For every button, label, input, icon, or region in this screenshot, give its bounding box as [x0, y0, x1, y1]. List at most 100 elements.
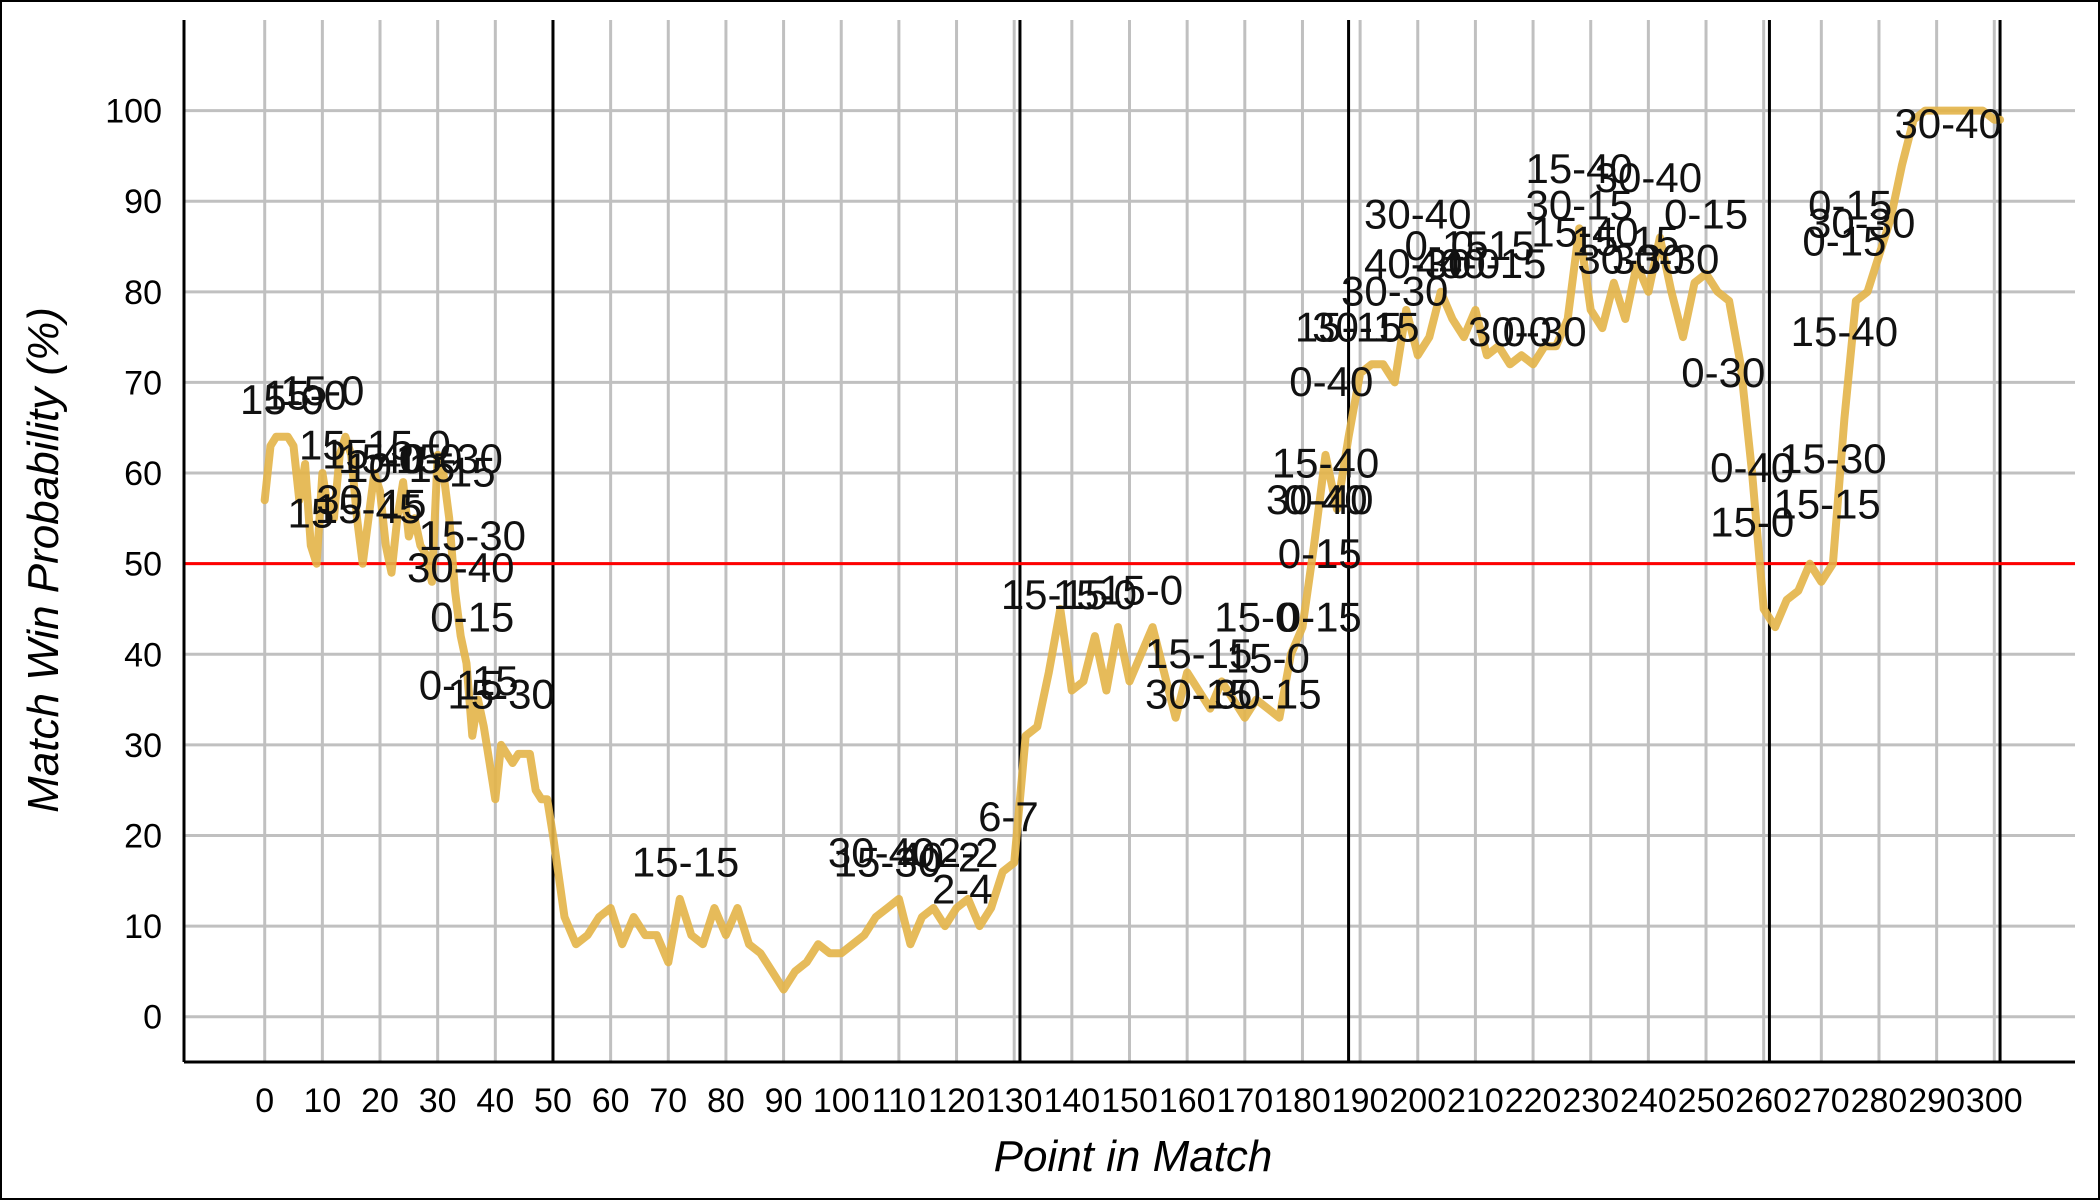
score-annotation: 15-40	[1272, 440, 1379, 487]
score-annotation: 15-40	[1791, 308, 1898, 355]
score-annotation: 15-30	[447, 671, 554, 718]
x-tick-label: 270	[1793, 1082, 1850, 1120]
y-tick-label: 50	[124, 546, 162, 584]
score-annotation: 0-15	[1278, 594, 1362, 641]
y-tick-label: 80	[124, 274, 162, 312]
y-tick-label: 20	[124, 817, 162, 855]
x-tick-label: 110	[872, 1082, 926, 1120]
score-annotation: 0-15	[430, 594, 514, 641]
x-tick-label: 200	[1389, 1082, 1446, 1120]
score-annotation: 30-40	[1364, 190, 1471, 237]
score-annotation: 30-30	[1612, 236, 1719, 283]
win-probability-line	[260, 106, 2005, 994]
x-tick-label: 130	[986, 1082, 1043, 1120]
score-annotation: 0-15	[1664, 190, 1748, 237]
score-annotation: 10	[345, 444, 392, 491]
x-tick-label: 170	[1216, 1082, 1273, 1120]
score-annotation: 40-30	[1364, 240, 1471, 287]
x-axis-title: Point in Match	[994, 1132, 1273, 1181]
x-tick-label: 190	[1332, 1082, 1389, 1120]
x-tick-label: 50	[534, 1082, 572, 1120]
score-annotation: 15	[449, 449, 496, 496]
y-tick-label: 0	[143, 999, 162, 1037]
x-tick-label: 240	[1620, 1082, 1677, 1120]
x-tick-label: 250	[1678, 1082, 1735, 1120]
x-tick-label: 260	[1735, 1082, 1792, 1120]
x-tick-label: 20	[361, 1082, 399, 1120]
score-annotation: 30-40	[1595, 154, 1702, 201]
score-annotation: 30-30	[1341, 267, 1448, 314]
x-tick-label: 140	[1043, 1082, 1100, 1120]
score-annotation: 15-0	[1053, 571, 1137, 618]
score-annotation: 15-0	[280, 367, 364, 414]
y-tick-label: 40	[124, 636, 162, 674]
y-tick-label: 90	[124, 183, 162, 221]
score-annotation: 15-30	[395, 435, 502, 482]
score-annotation: 15	[287, 489, 334, 536]
score-annotation: 30-30	[1808, 199, 1915, 246]
score-annotation: 15-0	[367, 421, 451, 468]
y-tick-label: 70	[124, 364, 162, 402]
y-tick-label: 60	[124, 455, 162, 493]
score-annotation: 15-15	[1295, 304, 1402, 351]
score-annotation: 30-40	[1266, 476, 1373, 523]
x-tick-label: 300	[1966, 1082, 2023, 1120]
score-annotation: 30-40	[828, 829, 935, 876]
x-tick-label: 80	[707, 1082, 745, 1120]
score-annotation: 2-4	[932, 865, 993, 912]
score-annotation: 0-15	[1451, 222, 1535, 269]
x-tick-label: 160	[1159, 1082, 1216, 1120]
x-tick-label: 10	[303, 1082, 341, 1120]
x-tick-label: 280	[1851, 1082, 1908, 1120]
score-annotation: 0-15	[1405, 222, 1489, 269]
score-annotation: 15	[472, 657, 519, 704]
score-annotation: 15-0	[1099, 566, 1183, 613]
x-tick-label: 120	[928, 1082, 985, 1120]
score-annotation: 6-7	[978, 793, 1039, 840]
x-tick-label: 100	[813, 1082, 870, 1120]
score-annotation: 40-0	[378, 435, 462, 482]
score-annotation: 0-40	[1283, 476, 1367, 523]
x-tick-label: 290	[1908, 1082, 1965, 1120]
x-tick-label: 210	[1447, 1082, 1504, 1120]
score-annotation: 15-15	[1145, 630, 1252, 677]
x-tick-label: 70	[649, 1082, 687, 1120]
score-annotation: 15-40	[1531, 209, 1638, 256]
score-annotation: 30-30	[1577, 236, 1684, 283]
score-annotation: 0-30	[1503, 308, 1587, 355]
score-annotation: 15-15	[632, 838, 739, 885]
score-annotation: 15-0	[1214, 594, 1298, 641]
score-annotation: 40-2	[897, 834, 981, 881]
score-annotation: 15	[409, 444, 456, 491]
score-annotation: 15	[322, 431, 369, 478]
x-tick-label: 220	[1505, 1082, 1562, 1120]
score-annotation: 15	[380, 480, 427, 527]
y-axis-title: Match Win Probability (%)	[19, 307, 68, 813]
y-tick-label: 30	[124, 727, 162, 765]
set-boundary-layer	[551, 20, 2002, 1062]
x-tick-label: 180	[1274, 1082, 1331, 1120]
x-tick-label: 60	[592, 1082, 630, 1120]
score-annotation: 2-2	[938, 829, 999, 876]
score-annotation: 0-40	[1289, 358, 1373, 405]
score-annotation: 0-40	[1710, 444, 1794, 491]
score-annotation: 30-15	[1214, 671, 1321, 718]
series-layer	[260, 106, 2005, 994]
x-tick-label: 90	[765, 1082, 803, 1120]
axes-layer: 0 10 20 30 40 50 60 70 80 90 100 110 120 130 140 150 160…	[105, 20, 2075, 1120]
x-tick-label: 230	[1562, 1082, 1619, 1120]
score-annotation: 30-15	[1312, 304, 1419, 351]
y-tick-label: 100	[105, 93, 162, 131]
score-annotation: 30-15	[1525, 181, 1632, 228]
annotation-layer: 15-015-015-015151015-015-040-01515-30151…	[240, 100, 2002, 913]
score-annotation: 15-30	[834, 838, 941, 885]
score-annotation: 0-15	[419, 662, 503, 709]
score-annotation: 15-0	[1710, 498, 1794, 545]
score-annotation: 15-45	[315, 485, 422, 532]
score-annotation: 0-15	[1802, 218, 1886, 265]
score-annotation: 15-30	[419, 512, 526, 559]
x-tick-label: 150	[1101, 1082, 1158, 1120]
y-tick-label: 10	[124, 908, 162, 946]
